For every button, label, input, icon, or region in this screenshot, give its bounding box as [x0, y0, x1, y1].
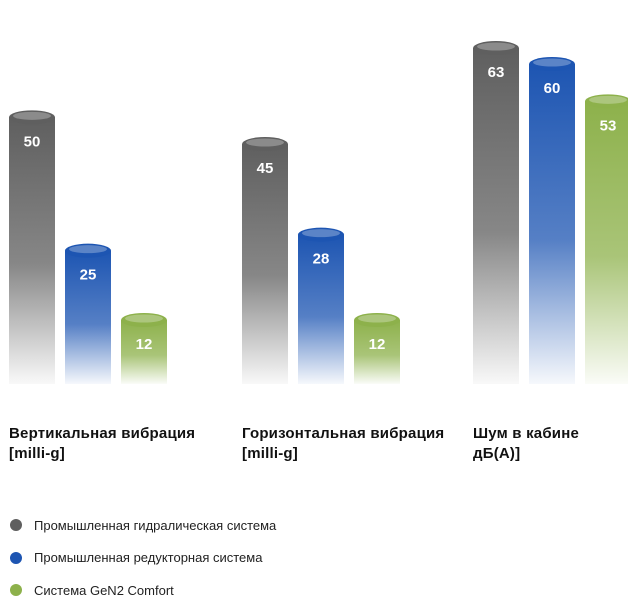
bar-cap-highlight — [69, 245, 107, 254]
bar-cap-highlight — [477, 42, 515, 51]
bar-value-label: 63 — [488, 64, 505, 81]
legend-item-gen2-comfort: Система GeN2 Comfort — [10, 581, 276, 599]
bar-value-label: 12 — [136, 336, 153, 353]
bar-gray-3 — [473, 48, 519, 385]
bar-value-label: 50 — [24, 133, 41, 150]
bar-cap-green-3 — [585, 94, 628, 109]
legend-label: Промышленная гидралическая система — [34, 517, 277, 533]
bar-gray-1 — [9, 117, 55, 384]
bar-green-1 — [121, 320, 167, 384]
bar-value-label: 12 — [369, 336, 386, 353]
bar-value-label: 53 — [600, 117, 617, 134]
bar-chart: 50 25 12 45 28 12 63 60 53 — [9, 41, 628, 385]
bar-cap-blue-1 — [65, 243, 111, 258]
bar-cap-green-1 — [121, 313, 167, 328]
bar-cap-highlight — [125, 314, 163, 323]
legend-dot-icon — [10, 551, 22, 564]
bar-gray-2 — [242, 144, 288, 384]
bar-cap-blue-3 — [529, 57, 575, 72]
bar-cap-highlight — [533, 58, 571, 67]
bar-value-label: 45 — [257, 160, 274, 177]
bar-cap-highlight — [358, 314, 396, 323]
bar-blue-3 — [529, 64, 575, 385]
bar-cap-gray-2 — [242, 137, 288, 152]
legend-dot-icon — [10, 584, 22, 596]
legend-item-geared: Промышленная редукторная система — [10, 549, 276, 567]
bar-green-3 — [585, 101, 628, 384]
bar-blue-1 — [65, 250, 111, 384]
category-label: Шум в кабине дБ(A)] — [473, 425, 580, 462]
bar-green-2 — [354, 320, 400, 384]
bar-cap-gray-1 — [9, 110, 55, 125]
bar-cap-highlight — [302, 229, 340, 238]
bar-value-label: 25 — [80, 267, 97, 284]
bar-cap-gray-3 — [473, 41, 519, 56]
bar-cap-green-2 — [354, 313, 400, 328]
bar-blue-2 — [298, 234, 344, 384]
legend-item-hydraulic: Промышленная гидралическая система — [10, 516, 276, 534]
bar-cap-blue-2 — [298, 227, 344, 242]
bar-cap-highlight — [589, 95, 627, 104]
category-label: Вертикальная вибрация [milli-g] — [9, 425, 196, 462]
category-label: Горизонтальная вибрация [milli-g] — [242, 425, 445, 462]
bar-cap-highlight — [246, 138, 284, 147]
bar-value-label: 60 — [544, 80, 561, 97]
legend-label: Промышленная редукторная система — [34, 550, 263, 565]
bar-value-label: 28 — [313, 251, 330, 268]
bar-cap-highlight — [13, 111, 51, 120]
legend-label: Система GeN2 Comfort — [34, 582, 174, 598]
legend: Промышленная гидралическая система Промы… — [10, 516, 276, 614]
legend-dot-icon — [10, 519, 22, 531]
bars-layer: 50 25 12 45 28 12 63 60 53 — [9, 41, 628, 385]
